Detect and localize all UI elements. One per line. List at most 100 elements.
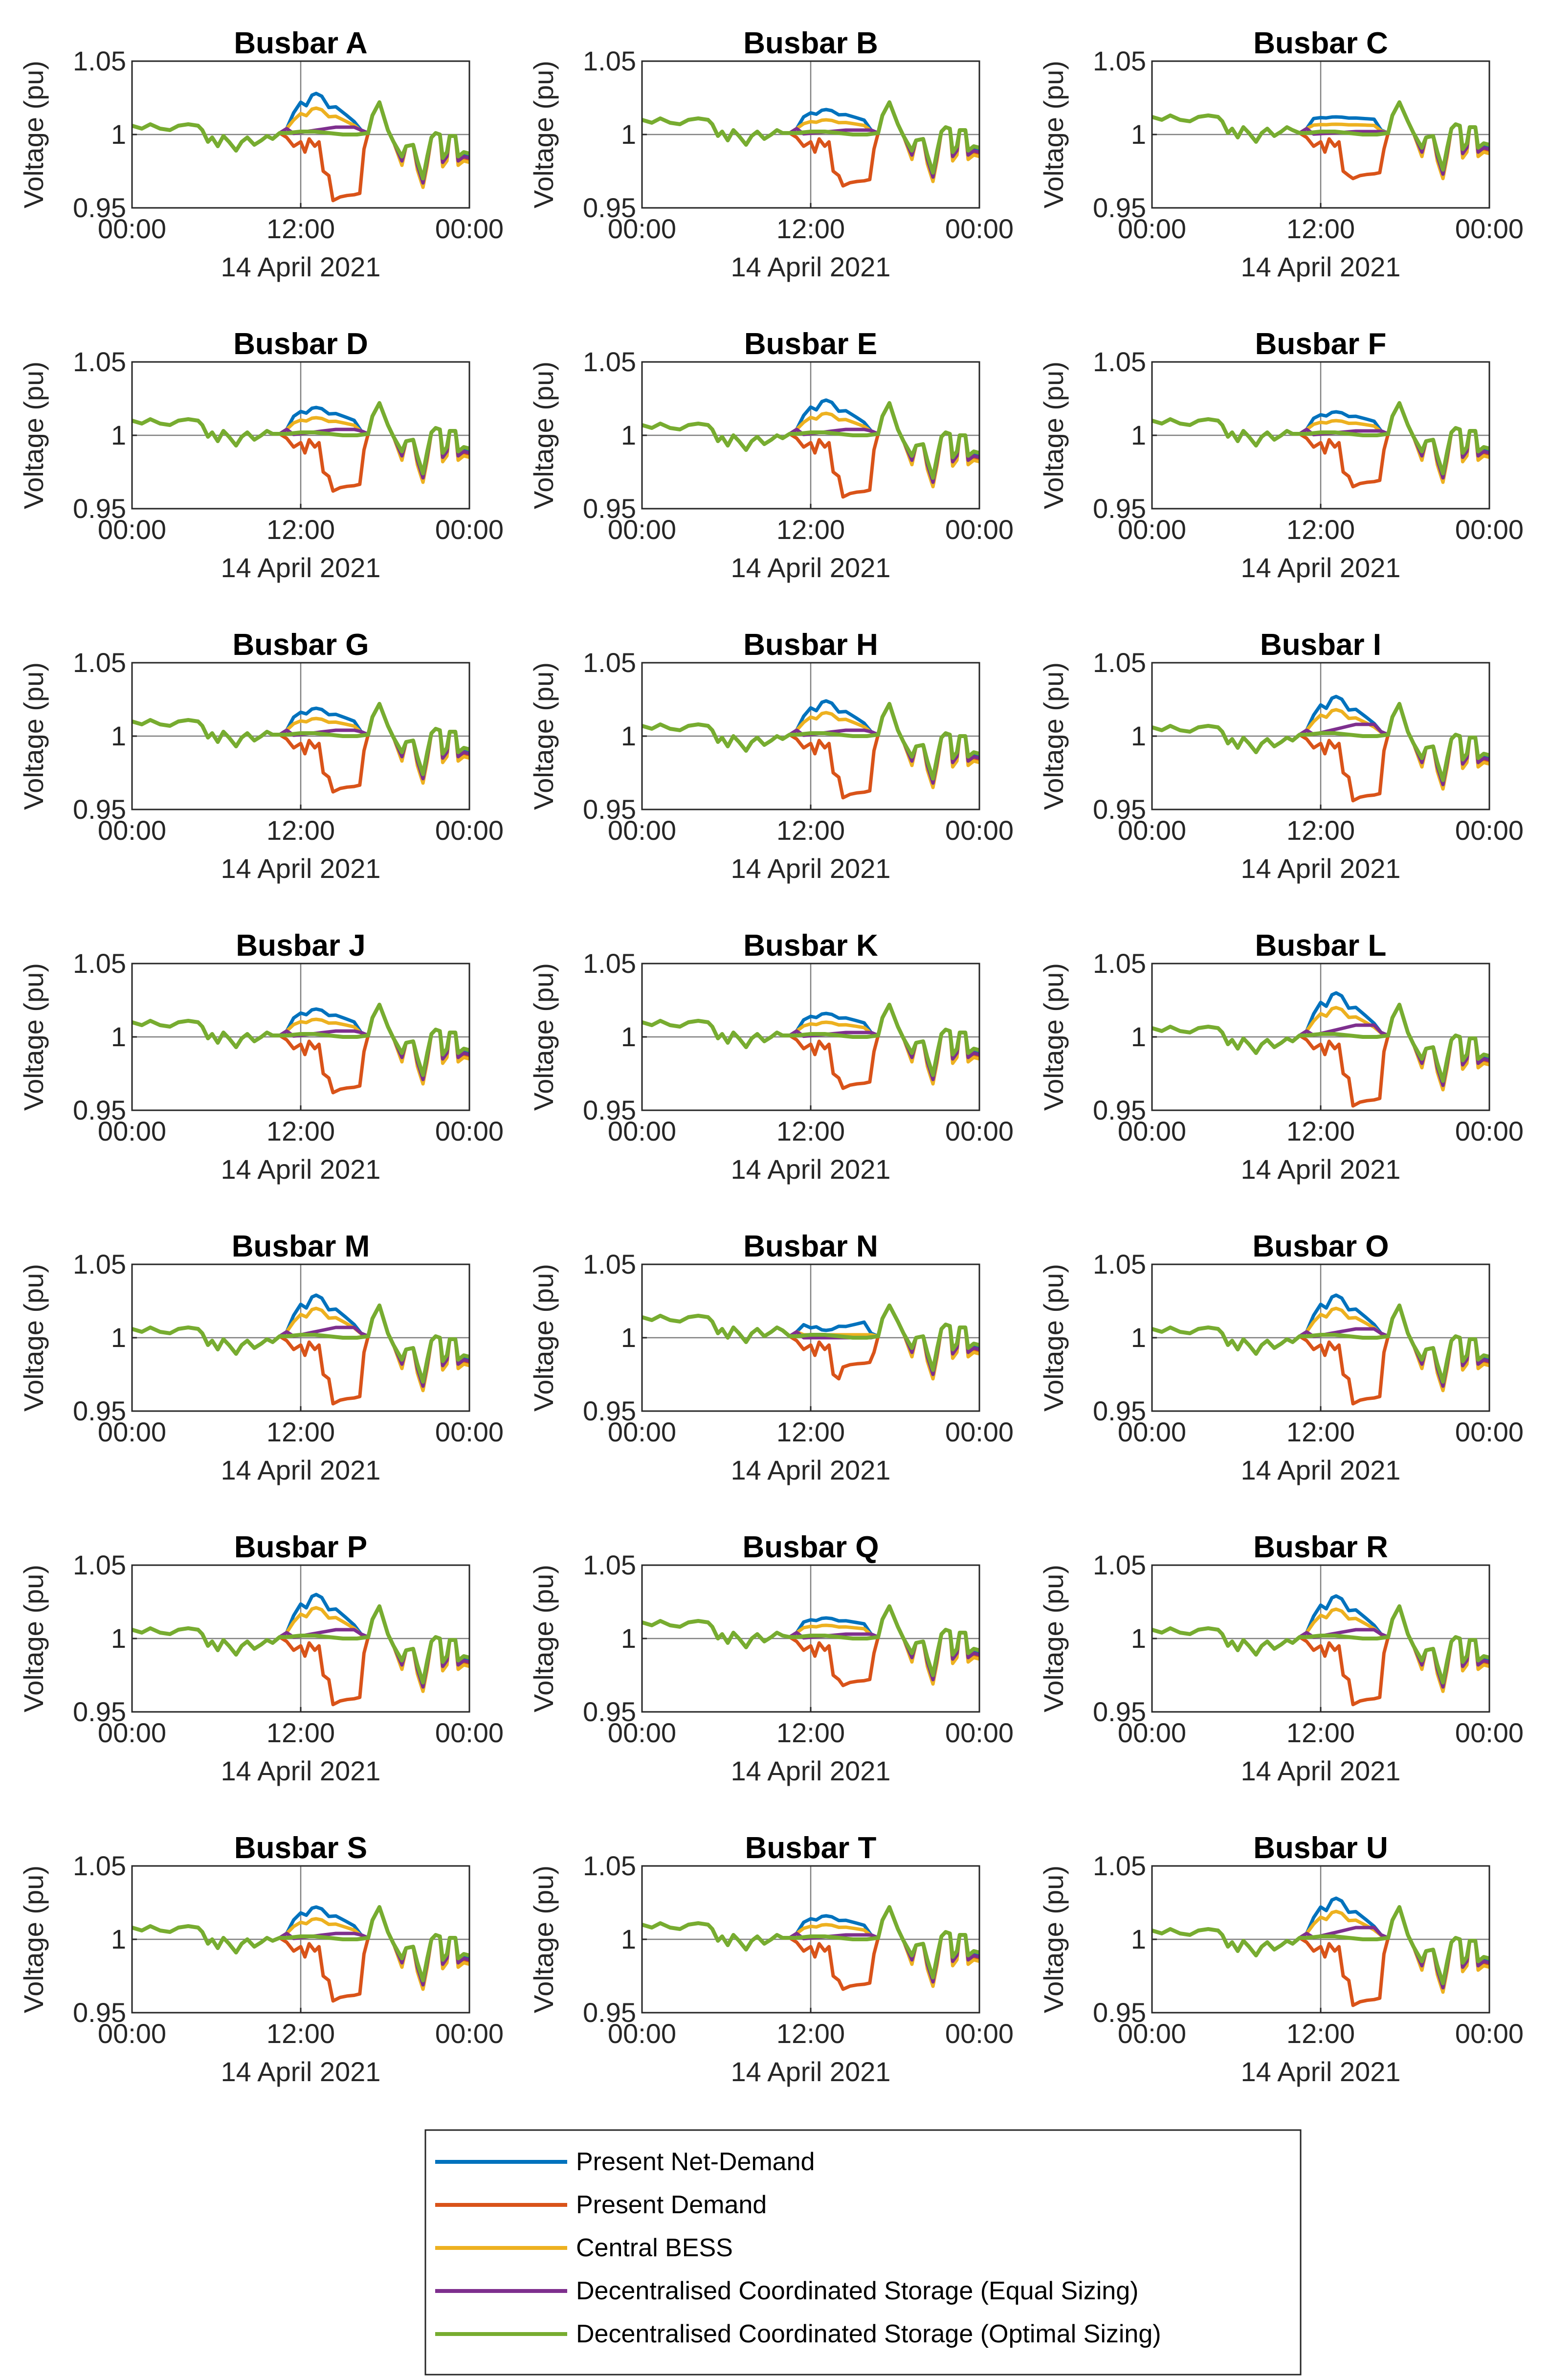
x-tick-label: 00:00 [98,1717,166,1748]
y-tick-label: 1.05 [1093,1249,1146,1280]
y-axis-label: Voltage (pu) [528,61,559,208]
y-tick-label: 0.95 [1093,1997,1146,2028]
y-axis-label: Voltage (pu) [1038,1865,1069,2013]
y-tick-label: 1.05 [583,948,636,979]
panel-title: Busbar T [745,1831,877,1865]
x-tick-label: 12:00 [776,514,845,545]
y-tick-label: 1 [621,1322,636,1353]
y-tick-label: 1 [111,1924,126,1954]
x-axis-label: 14 April 2021 [221,1455,381,1485]
x-tick-label: 00:00 [98,815,166,846]
y-tick-label: 1 [1131,119,1146,150]
x-tick-label: 00:00 [608,815,676,846]
x-tick-label: 00:00 [608,2018,676,2049]
panel-title: Busbar H [743,628,878,662]
x-axis-label: 14 April 2021 [221,2056,381,2087]
y-tick-label: 1 [1131,420,1146,450]
y-axis-label: Voltage (pu) [528,1565,559,1712]
x-axis-label: 14 April 2021 [1241,1455,1401,1485]
x-tick-label: 00:00 [945,213,1014,244]
x-tick-label: 00:00 [945,514,1014,545]
y-axis-label: Voltage (pu) [18,361,49,509]
chart-panel: Busbar B 0.95 1 1.05 00:00 12:00 00:00 14 April… [528,26,1014,282]
y-tick-label: 1.05 [583,45,636,76]
y-tick-label: 0.95 [1093,192,1146,223]
x-axis-label: 14 April 2021 [731,1755,891,1786]
x-axis-label: 14 April 2021 [221,251,381,282]
y-tick-label: 1 [621,1623,636,1654]
chart-panel: Busbar A 0.95 1 1.05 00:00 12:00 00:00 14 April… [18,26,504,282]
x-tick-label: 00:00 [945,2018,1014,2049]
panel-title: Busbar I [1260,628,1381,662]
y-tick-label: 1 [1131,1623,1146,1654]
x-tick-label: 00:00 [1118,1717,1186,1748]
y-tick-label: 0.95 [583,1395,636,1426]
x-tick-label: 12:00 [1286,213,1355,244]
chart-panel: Busbar D 0.95 1 1.05 00:00 12:00 00:00 14 April… [18,327,504,583]
panel-title: Busbar E [744,327,877,361]
x-axis-label: 14 April 2021 [1241,1755,1401,1786]
x-axis-label: 14 April 2021 [1241,251,1401,282]
x-tick-label: 00:00 [1455,1416,1524,1447]
x-axis-label: 14 April 2021 [1241,552,1401,583]
x-tick-label: 12:00 [1286,1717,1355,1748]
x-tick-label: 00:00 [608,213,676,244]
y-tick-label: 1 [1131,1021,1146,1052]
y-axis-label: Voltage (pu) [528,361,559,509]
x-tick-label: 12:00 [266,1416,335,1447]
x-tick-label: 12:00 [1286,2018,1355,2049]
y-axis-label: Voltage (pu) [528,1865,559,2013]
y-tick-label: 0.95 [1093,794,1146,825]
series-line-optimal-sizing [1151,1905,1490,1985]
series-line-optimal-sizing [1151,100,1490,172]
x-axis-label: 14 April 2021 [731,251,891,282]
series-line-optimal-sizing [1151,1003,1490,1083]
x-tick-label: 12:00 [266,2018,335,2049]
y-tick-label: 1.05 [583,346,636,377]
y-axis-label: Voltage (pu) [18,662,49,810]
y-axis-label: Voltage (pu) [1038,1565,1069,1712]
panel-title: Busbar L [1255,929,1387,963]
chart-panel: Busbar T 0.95 1 1.05 00:00 12:00 00:00 14 April… [528,1831,1014,2087]
y-tick-label: 1.05 [73,1850,126,1881]
series-line-optimal-sizing [131,1303,470,1384]
y-axis-label: Voltage (pu) [18,61,49,208]
chart-panel: Busbar H 0.95 1 1.05 00:00 12:00 00:00 14 April… [528,628,1014,884]
legend-label-demand: Present Demand [576,2191,767,2219]
y-tick-label: 0.95 [583,192,636,223]
series-line-optimal-sizing [131,702,470,776]
panel-title: Busbar R [1253,1530,1388,1564]
chart-panel: Busbar S 0.95 1 1.05 00:00 12:00 00:00 14 April… [18,1831,504,2087]
panel-title: Busbar M [232,1230,370,1263]
x-tick-label: 00:00 [1455,1717,1524,1748]
chart-panel: Busbar O 0.95 1 1.05 00:00 12:00 00:00 14 April… [1038,1230,1524,1485]
y-tick-label: 0.95 [1093,493,1146,524]
y-tick-label: 1.05 [583,647,636,678]
y-axis-label: Voltage (pu) [1038,361,1069,509]
series-line-optimal-sizing [1151,702,1490,782]
x-tick-label: 00:00 [98,1416,166,1447]
panel-title: Busbar U [1253,1831,1388,1865]
x-tick-label: 00:00 [98,213,166,244]
x-tick-label: 00:00 [435,1717,504,1748]
x-axis-label: 14 April 2021 [731,2056,891,2087]
y-tick-label: 1.05 [73,45,126,76]
y-tick-label: 1.05 [1093,1549,1146,1580]
x-axis-label: 14 April 2021 [731,853,891,884]
y-tick-label: 0.95 [73,192,126,223]
y-tick-label: 0.95 [1093,1095,1146,1125]
series-line-optimal-sizing [641,1003,980,1077]
y-tick-label: 1.05 [73,346,126,377]
x-tick-label: 00:00 [1455,514,1524,545]
x-tick-label: 00:00 [435,514,504,545]
y-axis-label: Voltage (pu) [18,963,49,1111]
x-tick-label: 00:00 [98,514,166,545]
panel-title: Busbar G [232,628,369,662]
y-tick-label: 0.95 [583,1095,636,1125]
panel-grid: Busbar A 0.95 1 1.05 00:00 12:00 00:00 14 April… [18,26,1524,2087]
x-tick-label: 00:00 [945,1717,1014,1748]
y-tick-label: 1 [111,1021,126,1052]
y-tick-label: 0.95 [73,1395,126,1426]
x-tick-label: 00:00 [1118,514,1186,545]
x-tick-label: 12:00 [776,815,845,846]
